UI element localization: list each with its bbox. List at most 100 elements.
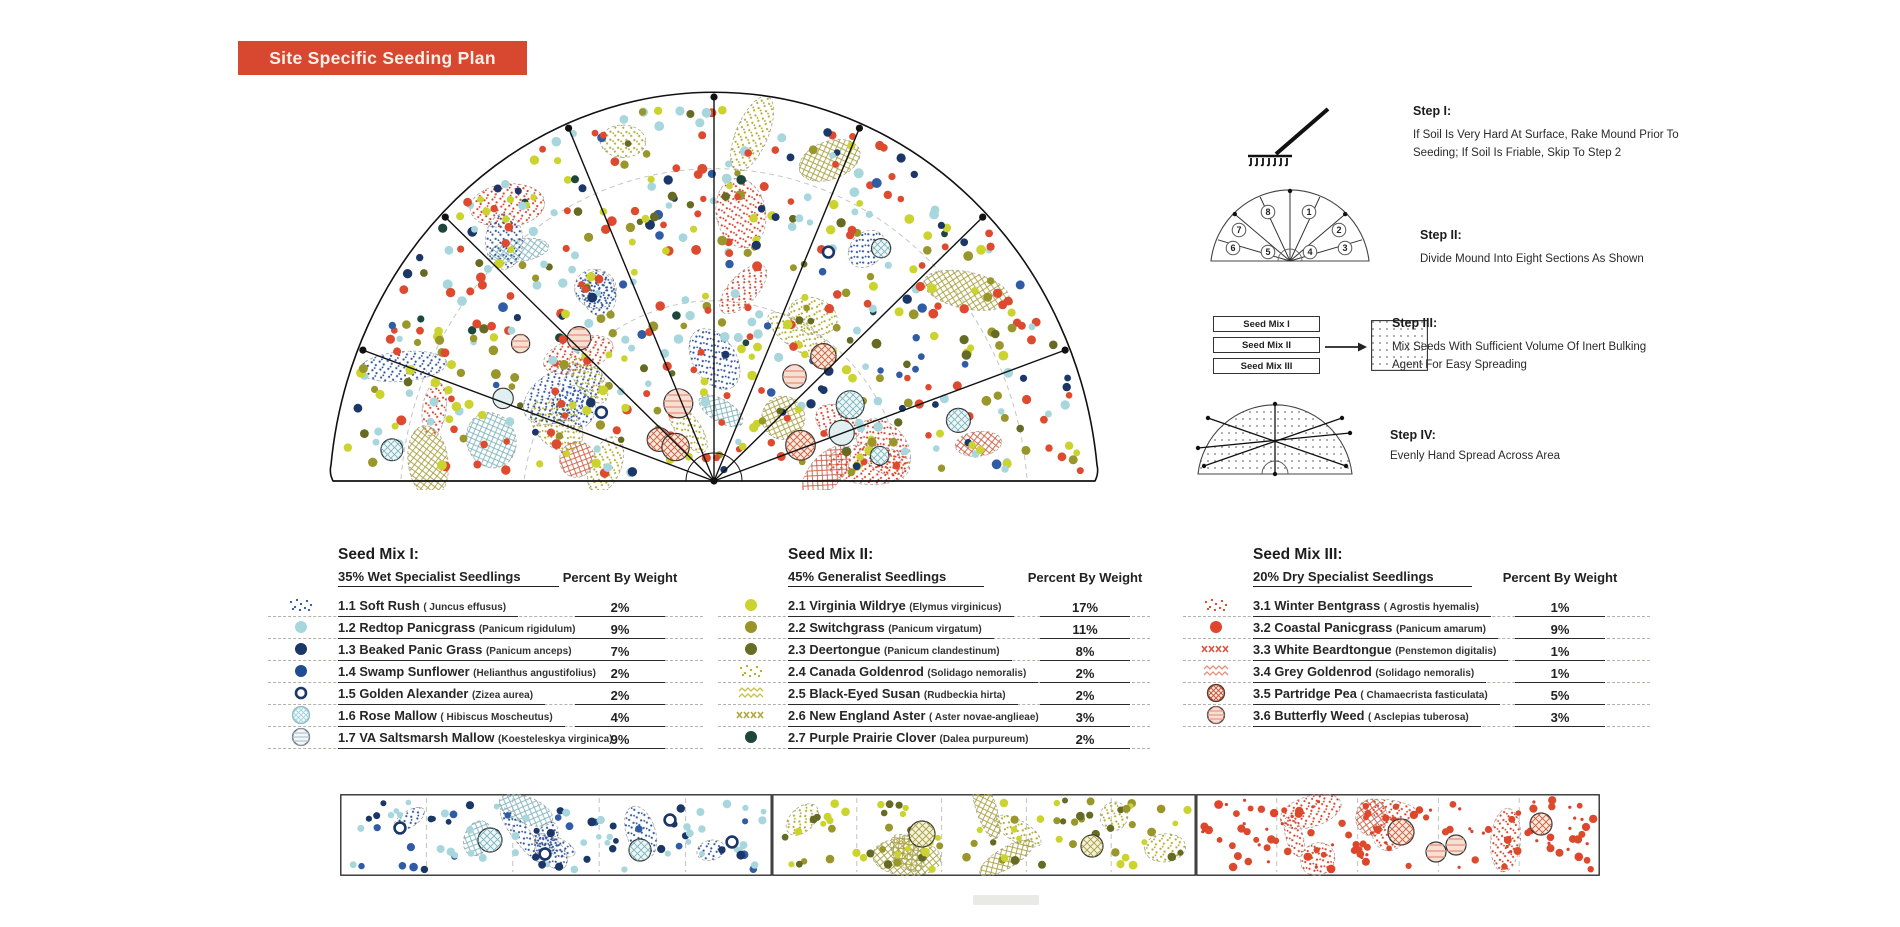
step-2-body: Divide Mound Into Eight Sections As Show… bbox=[1420, 253, 1644, 265]
legend-swatch-icon bbox=[284, 683, 318, 702]
plant-label: 2.7 Purple Prairie Clover (Dalea purpure… bbox=[788, 729, 1041, 749]
legend-swatch-icon bbox=[284, 639, 318, 658]
legend-swatch-icon bbox=[284, 595, 318, 614]
legend-item: 2.4 Canada Goldenrod (Solidago nemoralis… bbox=[718, 661, 1150, 683]
plant-label: 2.3 Deertongue (Panicum clandestinum) bbox=[788, 641, 1012, 661]
legend-swatch-icon bbox=[734, 705, 768, 724]
percent-value: 9% bbox=[575, 732, 665, 749]
legend-item: 2.7 Purple Prairie Clover (Dalea purpure… bbox=[718, 727, 1150, 749]
plant-name: 2.1 Virginia Wildrye bbox=[788, 598, 910, 613]
percent-value: 2% bbox=[575, 600, 665, 617]
mix-subtitle: 35% Wet Specialist Seedlings bbox=[338, 569, 559, 587]
plant-name: 2.5 Black-Eyed Susan bbox=[788, 686, 924, 701]
legend-swatch-icon bbox=[734, 661, 768, 680]
legend-item: 3.2 Coastal Panicgrass (Panicum amarum) 9… bbox=[1183, 617, 1650, 639]
plant-latin-name: (Panicum rigidulum) bbox=[478, 624, 576, 635]
scan-artifact bbox=[973, 895, 1039, 905]
plant-latin-name: ( Hibiscus Moscheutus) bbox=[440, 712, 553, 723]
plant-latin-name: (Solidago nemoralis) bbox=[1375, 668, 1475, 679]
seed-mix-1-strip bbox=[340, 794, 772, 876]
legend-item: 3.3 White Beardtongue (Penstemon digital… bbox=[1183, 639, 1650, 661]
page-title: Site Specific Seeding Plan bbox=[269, 47, 496, 68]
legend-swatch-icon bbox=[734, 617, 768, 636]
plant-name: 1.7 VA Saltsmarsh Mallow bbox=[338, 730, 499, 745]
legend-item: 3.1 Winter Bentgrass ( Agrostis hyemalis… bbox=[1183, 595, 1650, 617]
svg-text:5: 5 bbox=[1265, 247, 1270, 257]
percent-value: 1% bbox=[1515, 666, 1605, 683]
mix-title: Seed Mix III: bbox=[1253, 546, 1343, 563]
plant-latin-name: ( Aster novae-anglieae) bbox=[929, 712, 1039, 723]
plant-latin-name: (Penstemon digitalis) bbox=[1395, 646, 1497, 657]
step-3: Step III: Mix Seeds With Sufficient Volu… bbox=[1392, 316, 1647, 375]
legend-item: 1.2 Redtop Panicgrass (Panicum rigidulum… bbox=[268, 617, 703, 639]
plant-label: 3.1 Winter Bentgrass ( Agrostis hyemalis… bbox=[1253, 597, 1491, 617]
plant-name: 2.7 Purple Prairie Clover bbox=[788, 730, 940, 745]
svg-text:3: 3 bbox=[1342, 243, 1347, 253]
plant-label: 1.4 Swamp Sunflower (Helianthus angustif… bbox=[338, 663, 608, 683]
plant-name: 1.5 Golden Alexander bbox=[338, 686, 472, 701]
plant-latin-name: ( Agrostis hyemalis) bbox=[1383, 602, 1479, 613]
legend-swatch-icon bbox=[1199, 661, 1233, 680]
step-4: Step IV: Evenly Hand Spread Across Area bbox=[1390, 428, 1650, 466]
arrow-icon bbox=[1325, 342, 1367, 352]
plant-latin-name: (Koesteleskya virginica) bbox=[498, 734, 613, 745]
legend-item: 2.1 Virginia Wildrye (Elymus virginicus)… bbox=[718, 595, 1150, 617]
step-4-body: Evenly Hand Spread Across Area bbox=[1390, 450, 1561, 462]
legend-item: 1.7 VA Saltsmarsh Mallow (Koesteleskya v… bbox=[268, 727, 703, 749]
bulking-agent-square bbox=[1371, 320, 1428, 371]
plant-label: 1.1 Soft Rush ( Juncus effusus) bbox=[338, 597, 519, 617]
percent-value: 3% bbox=[1040, 710, 1130, 727]
legend-swatch-icon bbox=[284, 727, 318, 746]
rake-icon bbox=[1240, 103, 1340, 171]
mound-outline bbox=[329, 91, 1099, 482]
legend-item: 1.5 Golden Alexander (Zizea aurea) 2% bbox=[268, 683, 703, 705]
legend-swatch-icon bbox=[1199, 683, 1233, 702]
plant-latin-name: (Solidago nemoralis) bbox=[927, 668, 1027, 679]
legend-item: 2.3 Deertongue (Panicum clandestinum) 8% bbox=[718, 639, 1150, 661]
plant-latin-name: ( Chamaecrista fasticulata) bbox=[1360, 690, 1488, 701]
seed-mix-3-strip bbox=[1196, 794, 1600, 876]
plant-latin-name: (Dalea purpureum) bbox=[939, 734, 1029, 745]
plant-label: 1.5 Golden Alexander (Zizea aurea) bbox=[338, 685, 546, 705]
seed-mix-2-strip bbox=[772, 794, 1196, 876]
legend-item: 2.6 New England Aster ( Aster novae-angl… bbox=[718, 705, 1150, 727]
seed-mix-boxes-icon: Seed Mix I Seed Mix II Seed Mix III bbox=[1213, 314, 1443, 380]
plant-label: 2.2 Switchgrass (Panicum virgatum) bbox=[788, 619, 994, 639]
plant-latin-name: (Helianthus angustifolius) bbox=[473, 668, 596, 679]
step-3-heading: Step III: bbox=[1392, 316, 1438, 330]
plant-name: 1.6 Rose Mallow bbox=[338, 708, 441, 723]
plant-label: 3.3 White Beardtongue (Penstemon digital… bbox=[1253, 641, 1509, 661]
scatter-dots bbox=[1200, 796, 1598, 874]
legend-item: 3.5 Partridge Pea ( Chamaecrista fasticu… bbox=[1183, 683, 1650, 705]
seed-mix-legend-1: Seed Mix I: 35% Wet Specialist Seedlings P… bbox=[268, 546, 703, 749]
seed-mix-legend-3: Seed Mix III: 20% Dry Specialist Seedling… bbox=[1183, 546, 1650, 727]
plant-latin-name: ( Juncus effusus) bbox=[423, 602, 507, 613]
plant-name: 2.2 Switchgrass bbox=[788, 620, 889, 635]
plant-latin-name: ( Asclepias tuberosa) bbox=[1367, 712, 1469, 723]
percent-value: 9% bbox=[1515, 622, 1605, 639]
plant-name: 1.4 Swamp Sunflower bbox=[338, 664, 474, 679]
plant-label: 3.4 Grey Goldenrod (Solidago nemoralis) bbox=[1253, 663, 1487, 683]
svg-text:4: 4 bbox=[1307, 247, 1312, 257]
percent-value: 11% bbox=[1040, 622, 1130, 639]
plant-name: 1.3 Beaked Panic Grass bbox=[338, 642, 486, 657]
plant-name: 3.1 Winter Bentgrass bbox=[1253, 598, 1384, 613]
plant-label: 2.5 Black-Eyed Susan (Rudbeckia hirta) bbox=[788, 685, 1018, 705]
step-1: Step I: If Soil Is Very Hard At Surface,… bbox=[1413, 104, 1698, 163]
svg-text:8: 8 bbox=[1265, 207, 1270, 217]
legend-item: 1.4 Swamp Sunflower (Helianthus angustif… bbox=[268, 661, 703, 683]
step-4-heading: Step IV: bbox=[1390, 428, 1436, 442]
mix-title: Seed Mix I: bbox=[338, 546, 419, 563]
scatter-dots bbox=[349, 799, 767, 874]
percent-by-weight-header: Percent By Weight bbox=[1502, 570, 1618, 585]
plant-name: 3.3 White Beardtongue bbox=[1253, 642, 1396, 657]
svg-text:6: 6 bbox=[1230, 243, 1235, 253]
seed-mix-strips bbox=[340, 794, 1600, 876]
percent-value: 7% bbox=[575, 644, 665, 661]
plant-label: 1.2 Redtop Panicgrass (Panicum rigidulum… bbox=[338, 619, 588, 639]
svg-text:2: 2 bbox=[1336, 225, 1341, 235]
step-1-heading: Step I: bbox=[1413, 104, 1452, 118]
legend-swatch-icon bbox=[284, 617, 318, 636]
plant-latin-name: (Panicum amarum) bbox=[1395, 624, 1487, 635]
